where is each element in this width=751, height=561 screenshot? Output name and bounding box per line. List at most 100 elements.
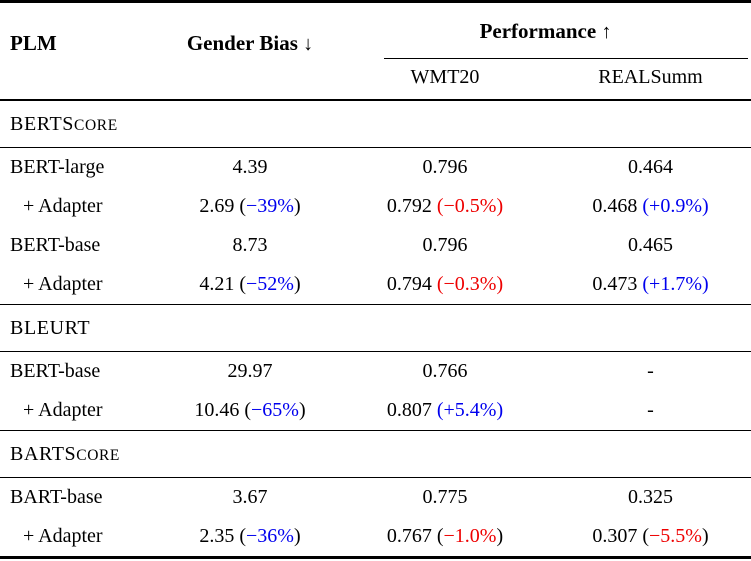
plm-cell: BERT-base (0, 352, 160, 392)
header-row-1: PLM Gender Bias ↓ Performance ↑ (0, 1, 751, 101)
delta-value: −39% (246, 195, 294, 217)
section-header-bertscore: BERTSCORE (0, 99, 751, 148)
gender-bias-cell: 3.67 (160, 478, 340, 518)
paren-close: ) (496, 525, 504, 547)
gender-bias-cell: 4.21 (−52%) (160, 265, 340, 305)
section-label-main: BERTS (10, 112, 75, 135)
wmt20-cell: 0.796 (340, 148, 550, 188)
paren-close: ) (298, 399, 306, 421)
value: 2.69 ( (199, 195, 247, 217)
value: - (647, 360, 654, 382)
value: 2.35 ( (199, 525, 247, 547)
gender-bias-cell: 8.73 (160, 226, 340, 265)
header-row-2: WMT20 REALSumm (0, 59, 751, 101)
delta-value: −65% (251, 399, 299, 421)
plm-cell: + Adapter (0, 187, 160, 226)
paren-close: ) (293, 195, 301, 217)
value: 0.468 (592, 195, 643, 217)
down-arrow-icon: ↓ (303, 32, 314, 55)
value: 0.794 (386, 273, 437, 295)
wmt20-cell: 0.796 (340, 226, 550, 265)
section-label-main: BARTS (10, 442, 77, 465)
performance-cmidrule-line (384, 58, 749, 59)
gender-bias-cell: 2.35 (−36%) (160, 517, 340, 558)
delta-value: −5.5% (649, 525, 702, 547)
delta-value: (+1.7%) (642, 273, 709, 295)
realsumm-cell: - (550, 391, 751, 431)
plm-name: BERT-large (10, 156, 105, 178)
wmt20-cell: 0.775 (340, 478, 550, 518)
delta-value: −36% (246, 525, 294, 547)
table-row: BERT-large 4.39 0.796 0.464 (0, 148, 751, 188)
value: 8.73 (232, 234, 268, 256)
value: 4.39 (232, 156, 268, 178)
gender-bias-cell: 4.39 (160, 148, 340, 188)
value: 3.67 (232, 486, 268, 508)
gender-bias-header-label: Gender Bias (186, 30, 298, 55)
plm-name: BERT-base (10, 234, 101, 256)
delta-value: −1.0% (443, 525, 497, 547)
section-label-main: BLEURT (10, 316, 91, 339)
delta-value: (−0.3%) (436, 273, 504, 295)
paren-close: ) (293, 525, 301, 547)
plm-name: BART-base (10, 486, 103, 508)
wmt20-subheader: WMT20 (340, 59, 550, 101)
gender-bias-cell: 10.46 (−65%) (160, 391, 340, 431)
plm-header: PLM (0, 1, 160, 101)
value: 0.325 (628, 486, 673, 508)
wmt20-cell: 0.766 (340, 352, 550, 392)
value: - (647, 399, 654, 421)
plm-cell: BERT-base (0, 226, 160, 265)
table-row: BART-base 3.67 0.775 0.325 (0, 478, 751, 518)
table-row: BERT-base 29.97 0.766 - (0, 352, 751, 392)
gender-bias-cell: 2.69 (−39%) (160, 187, 340, 226)
value: 0.473 (592, 273, 643, 295)
wmt20-cell: 0.767 (−1.0%) (340, 517, 550, 558)
section-header-bartscore: BARTSCORE (0, 430, 751, 478)
table-row: + Adapter 10.46 (−65%) 0.807 (+5.4%) - (0, 391, 751, 431)
wmt20-cell: 0.807 (+5.4%) (340, 391, 550, 431)
plm-name: + Adapter (23, 195, 103, 217)
wmt20-cell: 0.792 (−0.5%) (340, 187, 550, 226)
realsumm-cell: 0.473 (+1.7%) (550, 265, 751, 305)
value: 0.796 (422, 156, 468, 178)
value: 0.307 ( (592, 525, 650, 547)
realsumm-cell: - (550, 352, 751, 392)
realsumm-cell: 0.325 (550, 478, 751, 518)
performance-header-label: Performance (479, 18, 597, 43)
section-label-smallcaps: CORE (76, 446, 121, 464)
plm-cell: + Adapter (0, 391, 160, 431)
plm-cell: + Adapter (0, 517, 160, 558)
value: 0.766 (422, 360, 468, 382)
section-label-cell: BERTSCORE (0, 99, 751, 148)
section-label-cell: BLEURT (0, 304, 751, 352)
plm-cell: BART-base (0, 478, 160, 518)
value: 0.792 (386, 195, 437, 217)
realsumm-cell: 0.468 (+0.9%) (550, 187, 751, 226)
gender-bias-header: Gender Bias ↓ (160, 1, 340, 101)
table-row: + Adapter 2.69 (−39%) 0.792 (−0.5%) 0.46… (0, 187, 751, 226)
delta-value: (+5.4%) (436, 399, 504, 421)
paren-close: ) (293, 273, 301, 295)
value: 0.807 (386, 399, 437, 421)
realsumm-cell: 0.465 (550, 226, 751, 265)
performance-header: Performance ↑ (340, 2, 751, 59)
plm-cell: + Adapter (0, 265, 160, 305)
plm-name: + Adapter (23, 525, 103, 547)
paren-close: ) (701, 525, 709, 547)
value: 4.21 ( (199, 273, 247, 295)
plm-cell: BERT-large (0, 148, 160, 188)
value: 10.46 ( (194, 399, 252, 421)
value: 29.97 (227, 360, 273, 382)
section-header-bleurt: BLEURT (0, 304, 751, 352)
wmt20-cell: 0.794 (−0.3%) (340, 265, 550, 305)
value: 0.465 (628, 234, 673, 256)
table-row: BERT-base 8.73 0.796 0.465 (0, 226, 751, 265)
section-label-cell: BARTSCORE (0, 430, 751, 478)
delta-value: (−0.5%) (436, 195, 504, 217)
plm-name: + Adapter (23, 399, 103, 421)
gender-bias-cell: 29.97 (160, 352, 340, 392)
plm-name: BERT-base (10, 360, 101, 382)
value: 0.767 ( (386, 525, 444, 547)
